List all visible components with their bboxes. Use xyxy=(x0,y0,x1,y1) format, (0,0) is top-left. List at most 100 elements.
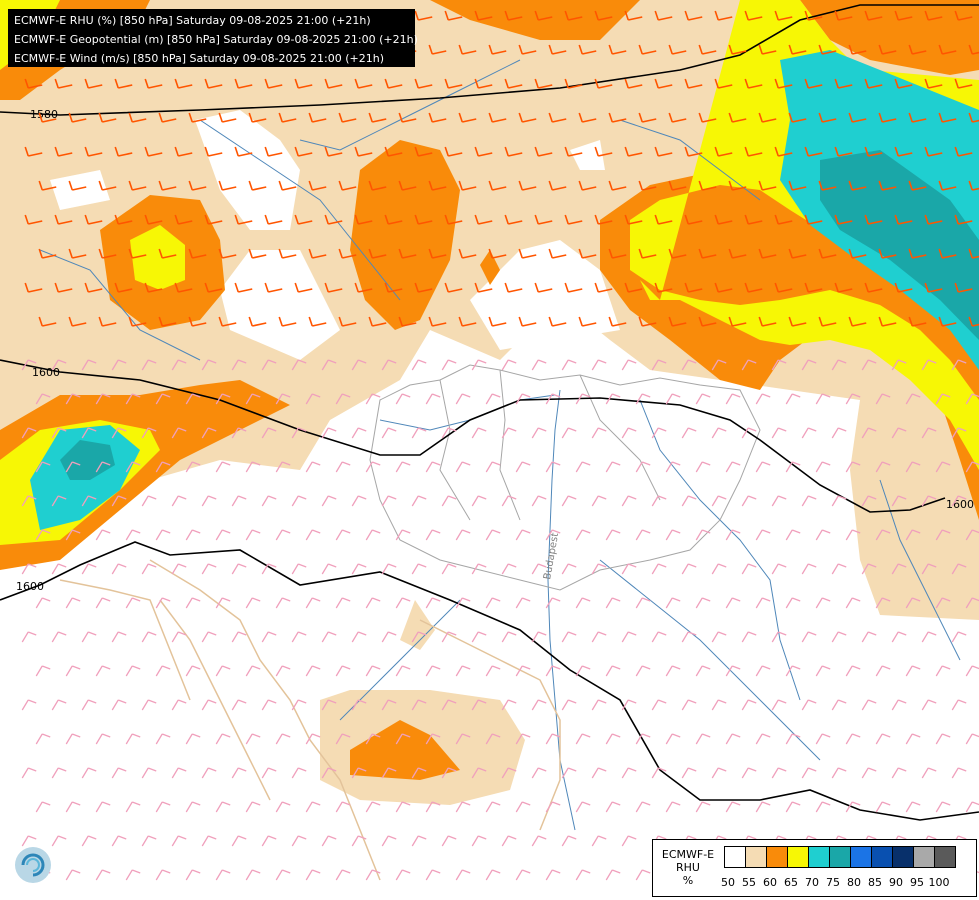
wind-barb xyxy=(518,180,537,191)
wind-barb xyxy=(141,427,157,439)
wind-barb xyxy=(774,282,793,293)
title-wind: ECMWF-E Wind (m/s) [850 hPa] Saturday 09… xyxy=(14,52,384,65)
wind-barb xyxy=(728,44,747,55)
wind-barb xyxy=(545,733,561,745)
wind-barb xyxy=(774,146,793,157)
wind-barb xyxy=(755,529,771,541)
wind-barb xyxy=(275,597,291,609)
wind-barb xyxy=(681,359,697,371)
wind-barb xyxy=(785,393,801,405)
wind-barb xyxy=(681,427,697,439)
wind-barb xyxy=(305,597,321,609)
wind-barb xyxy=(455,665,471,677)
wind-barb xyxy=(651,427,667,439)
wind-barb xyxy=(501,359,517,371)
wind-barb xyxy=(125,801,141,813)
wind-barb xyxy=(351,359,367,371)
wind-barb xyxy=(95,801,111,813)
wind-barb xyxy=(395,597,411,609)
wind-barb xyxy=(84,146,103,157)
wind-barb xyxy=(711,359,727,371)
contour-label-1600-east: 1600 xyxy=(946,498,974,511)
wind-barb xyxy=(278,316,297,327)
wind-barb xyxy=(924,282,943,293)
wind-barb xyxy=(144,146,163,157)
wind-barb xyxy=(818,248,837,259)
legend-swatch xyxy=(745,846,767,868)
wind-barb xyxy=(128,180,147,191)
wind-barb xyxy=(335,869,351,881)
wind-barb xyxy=(665,597,681,609)
wind-barb xyxy=(905,393,921,405)
wind-barb xyxy=(158,248,177,259)
wind-barb xyxy=(111,699,127,711)
wind-barb xyxy=(534,214,553,225)
wind-barb xyxy=(741,563,757,575)
wind-barb xyxy=(624,78,643,89)
wind-barb xyxy=(608,316,627,327)
wind-barb xyxy=(725,529,741,541)
wind-barb xyxy=(321,427,337,439)
wind-barb xyxy=(458,180,477,191)
wind-barb xyxy=(831,563,847,575)
legend-tick: 90 xyxy=(889,876,903,889)
wind-barb xyxy=(275,801,291,813)
wind-barb xyxy=(921,699,937,711)
wind-barb xyxy=(335,733,351,745)
wind-barb xyxy=(338,112,357,123)
wind-barb xyxy=(335,393,351,405)
wind-barb xyxy=(968,112,979,123)
wind-barb xyxy=(114,282,133,293)
wind-barb xyxy=(728,316,747,327)
wind-barb xyxy=(68,180,87,191)
wind-barb xyxy=(51,359,67,371)
wind-barb xyxy=(98,248,117,259)
wind-barb xyxy=(201,563,217,575)
wind-barb xyxy=(744,10,763,21)
wind-barb xyxy=(98,316,117,327)
wind-barb xyxy=(668,316,687,327)
wind-barb xyxy=(924,146,943,157)
wind-barb xyxy=(864,146,883,157)
wind-barb xyxy=(261,699,277,711)
wind-barb xyxy=(938,316,957,327)
wind-barb xyxy=(455,529,471,541)
wind-barb xyxy=(155,393,171,405)
wind-barb xyxy=(24,146,43,157)
wind-barb xyxy=(428,44,447,55)
wind-barb xyxy=(815,733,831,745)
wind-barb xyxy=(365,869,381,881)
wind-barb xyxy=(548,112,567,123)
wind-barb xyxy=(125,665,141,677)
wind-barb xyxy=(654,146,673,157)
wind-barb xyxy=(578,248,597,259)
wind-barb xyxy=(545,393,561,405)
wind-barb xyxy=(714,10,733,21)
wind-barb xyxy=(681,631,697,643)
wind-barb xyxy=(231,835,247,847)
wind-barb xyxy=(501,427,517,439)
wind-barb xyxy=(531,359,547,371)
wind-barb xyxy=(171,495,187,507)
wind-barb xyxy=(65,461,81,473)
wind-barb xyxy=(65,733,81,745)
wind-barb xyxy=(804,146,823,157)
wind-barb xyxy=(185,665,201,677)
wind-barb xyxy=(864,10,883,21)
wind-barb xyxy=(81,631,97,643)
wind-barb xyxy=(515,393,531,405)
wind-barb xyxy=(248,180,267,191)
wind-barb xyxy=(804,78,823,89)
wind-barb xyxy=(638,112,657,123)
wind-barb xyxy=(801,767,817,779)
wind-barb xyxy=(531,631,547,643)
wind-barb xyxy=(815,665,831,677)
wind-barb xyxy=(804,10,823,21)
wind-barb xyxy=(171,631,187,643)
wind-barb xyxy=(875,529,891,541)
wind-barb xyxy=(65,529,81,541)
wind-barb xyxy=(425,665,441,677)
wind-barb xyxy=(875,665,891,677)
legend-swatch xyxy=(766,846,788,868)
wind-barb xyxy=(651,699,667,711)
